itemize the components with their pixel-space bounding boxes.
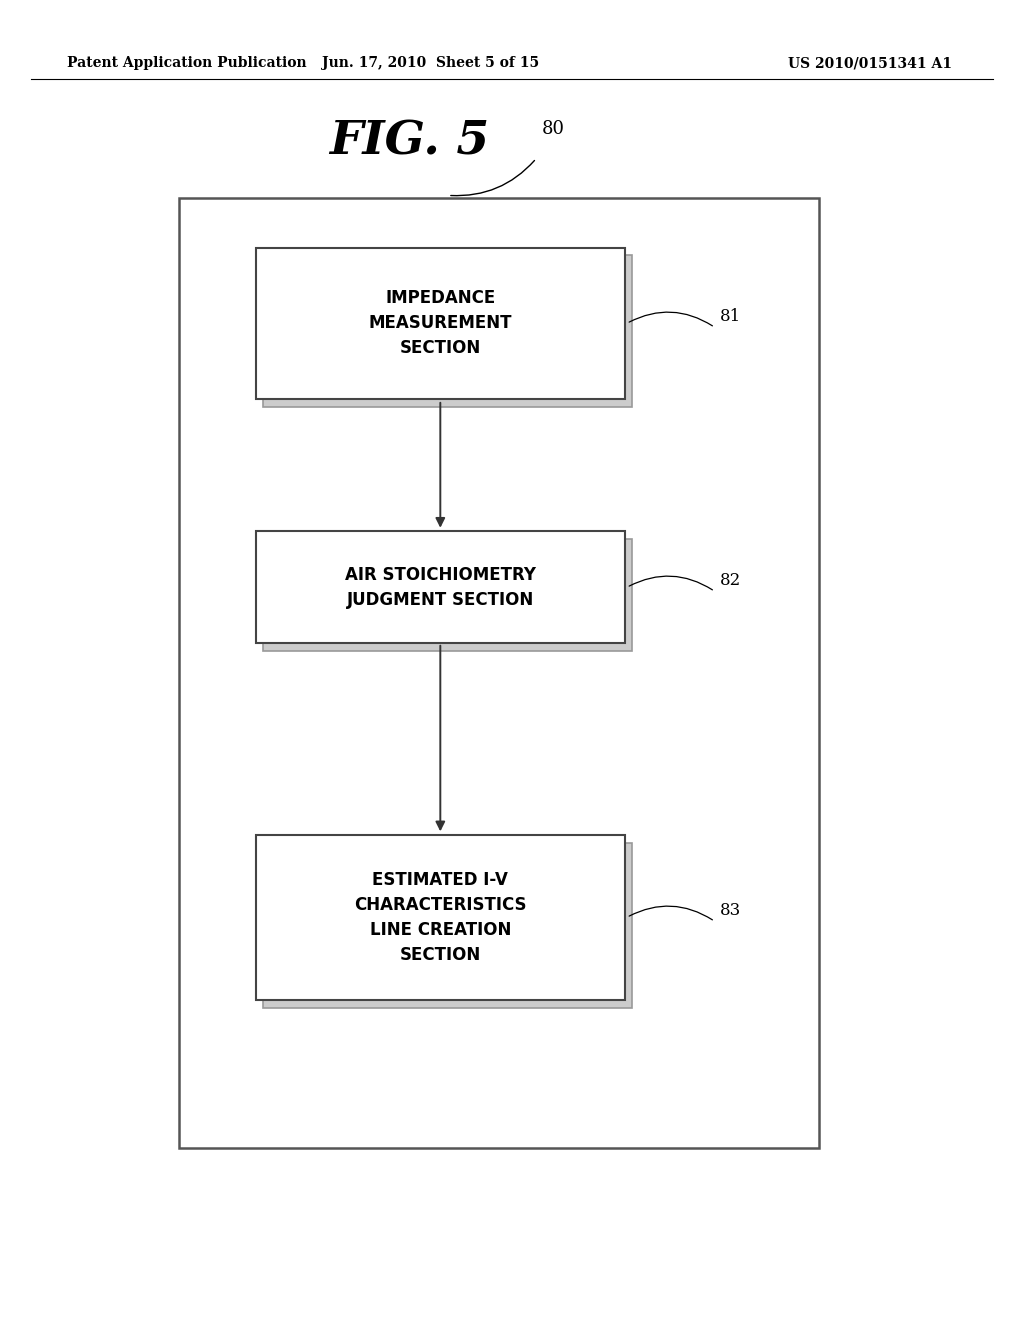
- Text: US 2010/0151341 A1: US 2010/0151341 A1: [788, 57, 952, 70]
- Text: AIR STOICHIOMETRY
JUDGMENT SECTION: AIR STOICHIOMETRY JUDGMENT SECTION: [345, 566, 536, 609]
- FancyBboxPatch shape: [256, 248, 625, 399]
- FancyBboxPatch shape: [263, 539, 632, 651]
- Text: 83: 83: [720, 903, 741, 919]
- Text: FIG. 5: FIG. 5: [330, 119, 489, 164]
- Text: Jun. 17, 2010  Sheet 5 of 15: Jun. 17, 2010 Sheet 5 of 15: [322, 57, 539, 70]
- FancyBboxPatch shape: [179, 198, 819, 1148]
- FancyBboxPatch shape: [256, 836, 625, 1001]
- Text: 82: 82: [720, 573, 741, 589]
- Text: Patent Application Publication: Patent Application Publication: [67, 57, 306, 70]
- Text: IMPEDANCE
MEASUREMENT
SECTION: IMPEDANCE MEASUREMENT SECTION: [369, 289, 512, 358]
- Text: 80: 80: [542, 120, 564, 139]
- FancyBboxPatch shape: [256, 531, 625, 643]
- FancyBboxPatch shape: [263, 843, 632, 1008]
- Text: ESTIMATED I-V
CHARACTERISTICS
LINE CREATION
SECTION: ESTIMATED I-V CHARACTERISTICS LINE CREAT…: [354, 871, 526, 964]
- FancyBboxPatch shape: [263, 256, 632, 407]
- Text: 81: 81: [720, 309, 741, 325]
